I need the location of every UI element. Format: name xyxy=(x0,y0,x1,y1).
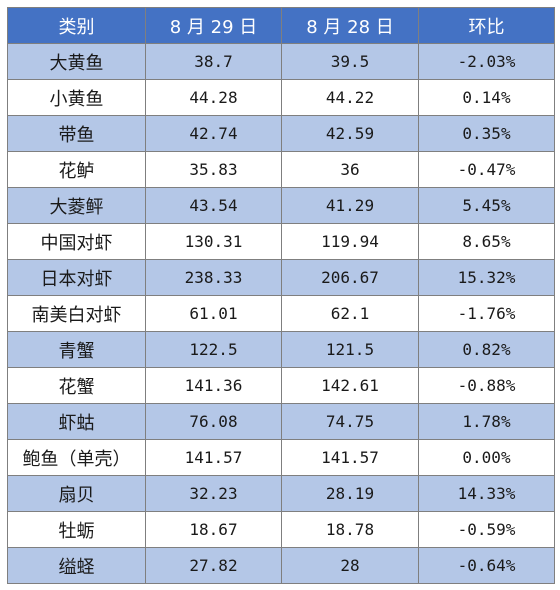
cell-aug-29: 76.08 xyxy=(145,403,282,440)
table-row: 带鱼 42.74 42.59 0.35% xyxy=(7,115,555,152)
cell-category: 花鲈 xyxy=(7,151,146,188)
table-row: 花蟹 141.36 142.61 -0.88% xyxy=(7,367,555,404)
cell-aug-28: 44.22 xyxy=(281,79,419,116)
cell-change: 15.32% xyxy=(418,259,555,296)
cell-category: 大菱鲆 xyxy=(7,187,146,224)
cell-aug-29: 44.28 xyxy=(145,79,282,116)
cell-aug-29: 42.74 xyxy=(145,115,282,152)
table-row: 牡蛎 18.67 18.78 -0.59% xyxy=(7,511,555,548)
table-row: 大菱鲆 43.54 41.29 5.45% xyxy=(7,187,555,224)
cell-category: 虾蛄 xyxy=(7,403,146,440)
table-row: 小黄鱼 44.28 44.22 0.14% xyxy=(7,79,555,116)
cell-category: 中国对虾 xyxy=(7,223,146,260)
cell-change: -2.03% xyxy=(418,43,555,80)
cell-aug-28: 206.67 xyxy=(281,259,419,296)
cell-change: 5.45% xyxy=(418,187,555,224)
table-row: 缢蛏 27.82 28 -0.64% xyxy=(7,547,555,584)
cell-aug-29: 38.7 xyxy=(145,43,282,80)
cell-change: 0.14% xyxy=(418,79,555,116)
table-row: 大黄鱼 38.7 39.5 -2.03% xyxy=(7,43,555,80)
cell-change: 0.82% xyxy=(418,331,555,368)
cell-category: 青蟹 xyxy=(7,331,146,368)
cell-category: 带鱼 xyxy=(7,115,146,152)
cell-change: -0.88% xyxy=(418,367,555,404)
table-row: 花鲈 35.83 36 -0.47% xyxy=(7,151,555,188)
cell-aug-28: 141.57 xyxy=(281,439,419,476)
cell-change: 8.65% xyxy=(418,223,555,260)
cell-change: 0.00% xyxy=(418,439,555,476)
header-aug-28: 8 月 28 日 xyxy=(281,7,419,44)
cell-change: -1.76% xyxy=(418,295,555,332)
cell-aug-29: 141.36 xyxy=(145,367,282,404)
cell-change: 14.33% xyxy=(418,475,555,512)
cell-aug-28: 121.5 xyxy=(281,331,419,368)
table-row: 中国对虾 130.31 119.94 8.65% xyxy=(7,223,555,260)
price-table: 类别 8 月 29 日 8 月 28 日 环比 大黄鱼 38.7 39.5 -2… xyxy=(7,7,555,584)
table-row: 日本对虾 238.33 206.67 15.32% xyxy=(7,259,555,296)
cell-category: 南美白对虾 xyxy=(7,295,146,332)
cell-category: 大黄鱼 xyxy=(7,43,146,80)
cell-category: 牡蛎 xyxy=(7,511,146,548)
cell-change: 0.35% xyxy=(418,115,555,152)
cell-aug-28: 28.19 xyxy=(281,475,419,512)
cell-aug-29: 35.83 xyxy=(145,151,282,188)
table-row: 虾蛄 76.08 74.75 1.78% xyxy=(7,403,555,440)
cell-aug-28: 119.94 xyxy=(281,223,419,260)
header-change: 环比 xyxy=(418,7,555,44)
cell-aug-28: 18.78 xyxy=(281,511,419,548)
cell-aug-28: 39.5 xyxy=(281,43,419,80)
cell-aug-29: 27.82 xyxy=(145,547,282,584)
cell-aug-29: 32.23 xyxy=(145,475,282,512)
cell-category: 鲍鱼（单壳） xyxy=(7,439,146,476)
cell-aug-28: 42.59 xyxy=(281,115,419,152)
cell-category: 扇贝 xyxy=(7,475,146,512)
cell-aug-28: 28 xyxy=(281,547,419,584)
table-row: 扇贝 32.23 28.19 14.33% xyxy=(7,475,555,512)
cell-category: 日本对虾 xyxy=(7,259,146,296)
cell-aug-28: 36 xyxy=(281,151,419,188)
table-row: 南美白对虾 61.01 62.1 -1.76% xyxy=(7,295,555,332)
cell-aug-29: 238.33 xyxy=(145,259,282,296)
cell-category: 缢蛏 xyxy=(7,547,146,584)
header-category: 类别 xyxy=(7,7,146,44)
table-header: 类别 8 月 29 日 8 月 28 日 环比 xyxy=(7,7,555,44)
cell-change: -0.47% xyxy=(418,151,555,188)
cell-aug-29: 141.57 xyxy=(145,439,282,476)
cell-aug-29: 130.31 xyxy=(145,223,282,260)
cell-change: -0.59% xyxy=(418,511,555,548)
cell-category: 小黄鱼 xyxy=(7,79,146,116)
header-row: 类别 8 月 29 日 8 月 28 日 环比 xyxy=(7,7,555,44)
cell-aug-29: 122.5 xyxy=(145,331,282,368)
cell-aug-28: 62.1 xyxy=(281,295,419,332)
header-aug-29: 8 月 29 日 xyxy=(145,7,282,44)
cell-category: 花蟹 xyxy=(7,367,146,404)
cell-change: -0.64% xyxy=(418,547,555,584)
table-row: 鲍鱼（单壳） 141.57 141.57 0.00% xyxy=(7,439,555,476)
cell-aug-28: 41.29 xyxy=(281,187,419,224)
table-row: 青蟹 122.5 121.5 0.82% xyxy=(7,331,555,368)
cell-change: 1.78% xyxy=(418,403,555,440)
cell-aug-28: 142.61 xyxy=(281,367,419,404)
table-body: 大黄鱼 38.7 39.5 -2.03% 小黄鱼 44.28 44.22 0.1… xyxy=(7,43,555,584)
cell-aug-29: 18.67 xyxy=(145,511,282,548)
cell-aug-29: 43.54 xyxy=(145,187,282,224)
cell-aug-29: 61.01 xyxy=(145,295,282,332)
cell-aug-28: 74.75 xyxy=(281,403,419,440)
